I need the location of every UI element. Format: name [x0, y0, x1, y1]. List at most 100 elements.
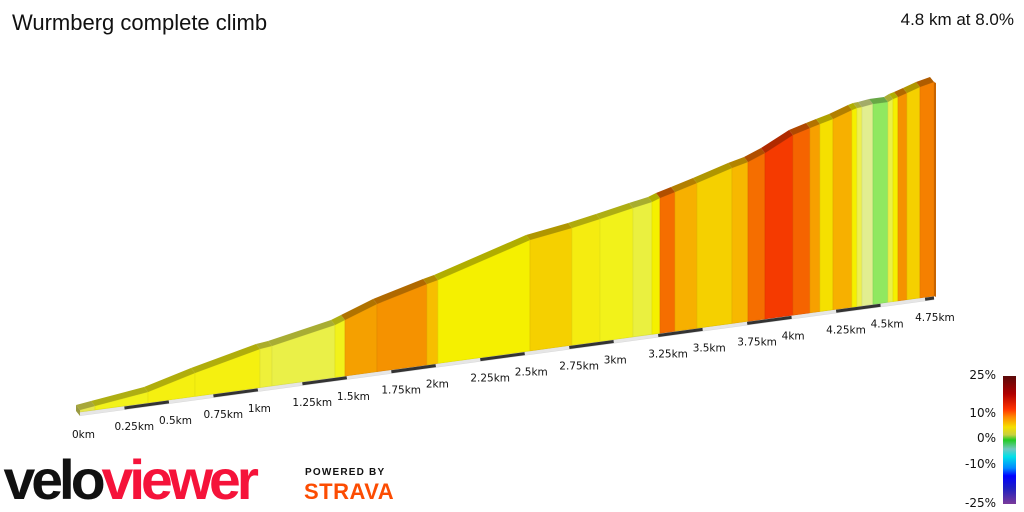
- profile-segment[interactable]: [259, 345, 273, 388]
- profile-segment[interactable]: [892, 96, 899, 302]
- profile-segment[interactable]: [632, 201, 653, 338]
- profile-segment[interactable]: [599, 207, 634, 342]
- x-axis-tick-label: 3.75km: [737, 336, 777, 348]
- x-axis-tick-label: 4.25km: [826, 324, 866, 336]
- profile-segment[interactable]: [872, 101, 889, 305]
- x-axis-tick-label: 0.25km: [114, 421, 154, 433]
- profile-segment[interactable]: [809, 123, 821, 314]
- distance-band: [346, 370, 392, 380]
- profile-segment-top: [853, 102, 862, 108]
- profile-segment-top: [693, 163, 732, 183]
- x-axis-tick-label: 1.25km: [292, 397, 332, 409]
- distance-band: [524, 346, 570, 356]
- profile-segment[interactable]: [659, 191, 676, 334]
- profile-end-cap: [934, 82, 936, 297]
- distance-band: [257, 382, 303, 392]
- profile-segment[interactable]: [764, 134, 794, 320]
- distance-band: [391, 364, 437, 374]
- x-axis-tick-label: 3.25km: [648, 348, 688, 360]
- legend-label-neg10: -10%: [964, 457, 996, 471]
- profile-segment[interactable]: [887, 98, 894, 303]
- profile-segment[interactable]: [674, 182, 698, 332]
- profile-segment-top: [256, 341, 272, 349]
- profile-segment-top: [916, 77, 934, 87]
- profile-segment[interactable]: [819, 118, 834, 312]
- x-axis-tick-label: 1.5km: [337, 391, 370, 403]
- distance-band: [880, 297, 926, 307]
- x-axis-tick-label: 2.25km: [470, 373, 510, 385]
- x-axis-tick-label: 3.5km: [693, 342, 726, 354]
- x-axis-tick-label: 3km: [604, 355, 627, 367]
- profile-segment[interactable]: [731, 161, 749, 324]
- profile-segment-top: [884, 94, 893, 102]
- distance-band: [79, 406, 125, 416]
- distance-band: [613, 333, 659, 343]
- chart-title: Wurmberg complete climb: [12, 10, 268, 35]
- legend-label-10: 10%: [969, 406, 996, 420]
- profile-segment-top: [744, 148, 765, 162]
- profile-segment-top: [144, 368, 195, 392]
- climb-summary: 4.8 km at 8.0%: [900, 10, 1014, 29]
- distance-band: [124, 400, 170, 410]
- profile-segment[interactable]: [919, 81, 935, 299]
- profile-segment-top: [268, 320, 335, 346]
- legend-label-max: 25%: [969, 368, 996, 382]
- x-axis-tick-label: 2km: [426, 379, 449, 391]
- distance-band: [302, 376, 348, 386]
- profile-segment[interactable]: [851, 107, 858, 308]
- profile-segment[interactable]: [861, 103, 874, 307]
- profile-segment-top: [341, 299, 377, 320]
- profile-segment-top: [829, 105, 852, 119]
- distance-band: [213, 388, 259, 398]
- profile-segment[interactable]: [897, 92, 908, 302]
- legend-label-min: -25%: [964, 496, 996, 510]
- profile-start-cap: [76, 405, 80, 416]
- profile-segment-top: [869, 97, 888, 104]
- x-axis-tick-label: 2.5km: [515, 367, 548, 379]
- profile-segment-top: [629, 197, 652, 208]
- profile-segment-top: [434, 235, 530, 280]
- gradient-color-legend: 25% 10% 0% -10% -25%: [960, 368, 1024, 512]
- profile-segment[interactable]: [651, 197, 661, 335]
- profile-segment[interactable]: [571, 218, 601, 346]
- x-axis-tick-label: 2.75km: [559, 361, 599, 373]
- distance-band: [480, 352, 525, 362]
- profile-segment[interactable]: [426, 279, 439, 366]
- strava-logo[interactable]: STRAVA: [304, 479, 395, 504]
- x-axis-tick-label: 4.5km: [871, 318, 904, 330]
- x-axis-tick-label: 1km: [248, 403, 271, 415]
- profile-segment[interactable]: [792, 127, 811, 316]
- profile-segment-top: [761, 130, 793, 153]
- profile-segment-top: [648, 193, 660, 202]
- profile-segment[interactable]: [529, 227, 573, 352]
- profile-segment-top: [656, 187, 675, 198]
- profile-segment[interactable]: [856, 106, 863, 307]
- profile-segment-top: [373, 279, 427, 304]
- distance-band: [835, 303, 881, 313]
- distance-band: [435, 358, 481, 368]
- profile-segment-top: [848, 103, 857, 110]
- profile-segment-top: [889, 92, 898, 99]
- profile-segment-top: [191, 344, 260, 373]
- profile-segment-top: [816, 114, 833, 124]
- profile-segment-top: [76, 401, 95, 410]
- profile-segment-top: [858, 99, 873, 107]
- profile-segment-top: [526, 223, 572, 240]
- profile-segment-top: [903, 82, 920, 93]
- profile-segment-top: [728, 157, 748, 168]
- x-axis-tick-label: 0km: [72, 429, 95, 441]
- profile-segment-top: [331, 315, 345, 325]
- x-axis-tick-label: 4km: [782, 330, 805, 342]
- profile-segment[interactable]: [747, 152, 766, 322]
- profile-segment-top: [568, 214, 600, 228]
- profile-segment[interactable]: [334, 319, 346, 378]
- profile-segment-top: [894, 88, 907, 97]
- veloviewer-logo[interactable]: veloviewer: [4, 452, 259, 508]
- distance-band: [168, 394, 214, 404]
- distance-band: [746, 315, 792, 325]
- profile-segment[interactable]: [832, 109, 853, 311]
- profile-segment[interactable]: [696, 167, 733, 329]
- x-axis-tick-label: 4.75km: [915, 312, 955, 324]
- profile-segment[interactable]: [906, 86, 921, 301]
